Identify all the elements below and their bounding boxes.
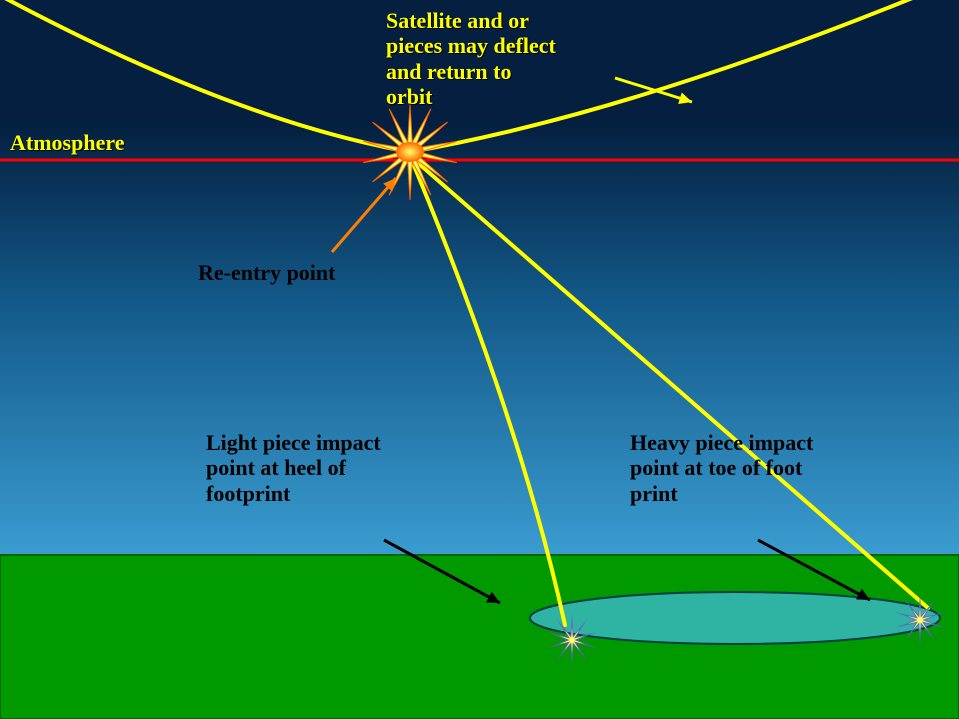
heavy-impact-label: Heavy piece impact point at toe of foot … bbox=[630, 430, 813, 506]
diagram-stage: Atmosphere Satellite and or pieces may d… bbox=[0, 0, 959, 719]
debris-footprint bbox=[530, 592, 940, 644]
light-impact-label: Light piece impact point at heel of foot… bbox=[206, 430, 381, 506]
deflect-note-label: Satellite and or pieces may deflect and … bbox=[386, 8, 556, 109]
reentry-point-label: Re-entry point bbox=[198, 260, 335, 285]
atmosphere-label: Atmosphere bbox=[10, 130, 124, 155]
